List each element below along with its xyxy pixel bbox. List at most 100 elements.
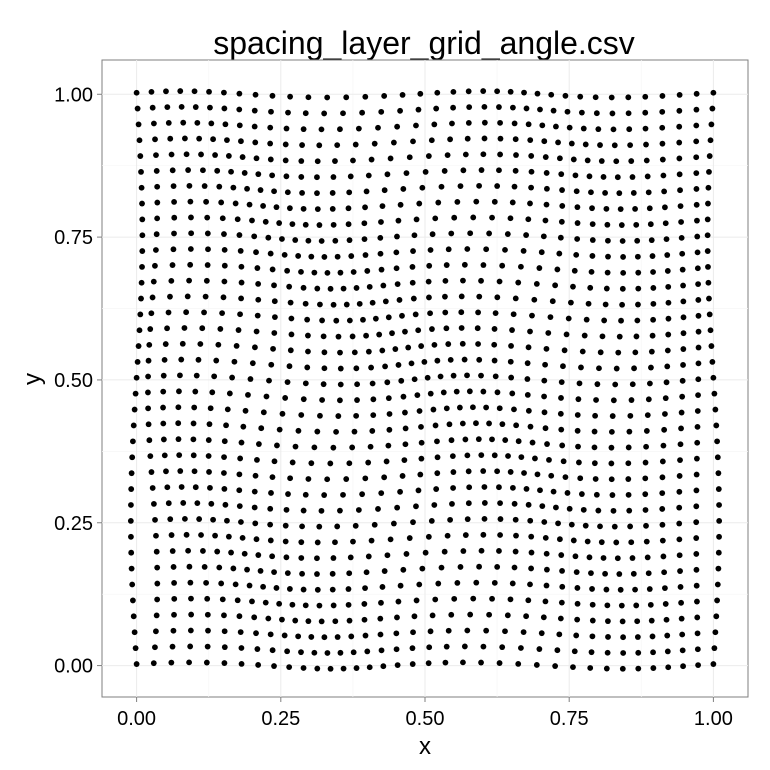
- data-point: [300, 284, 307, 291]
- data-point: [605, 618, 611, 625]
- data-point: [576, 380, 583, 387]
- data-point: [410, 629, 416, 636]
- data-point: [224, 406, 231, 413]
- data-point: [550, 488, 557, 495]
- data-point: [626, 126, 633, 133]
- data-point: [434, 357, 441, 364]
- data-point: [177, 468, 184, 474]
- data-point: [431, 502, 438, 508]
- data-point: [649, 633, 656, 640]
- data-point: [451, 214, 458, 221]
- data-point: [177, 372, 183, 379]
- data-point: [591, 460, 598, 467]
- data-point: [589, 586, 595, 592]
- data-point: [665, 299, 672, 306]
- data-point: [659, 474, 666, 481]
- data-point: [298, 539, 305, 546]
- data-point: [320, 333, 327, 340]
- data-point: [659, 458, 666, 465]
- data-point: [139, 232, 146, 239]
- data-point: [221, 644, 228, 651]
- data-point: [375, 506, 381, 512]
- data-point: [314, 586, 321, 593]
- data-point: [528, 153, 535, 159]
- data-point: [534, 471, 541, 478]
- data-point: [221, 438, 228, 445]
- data-point: [478, 372, 484, 379]
- data-point: [695, 344, 702, 351]
- data-point: [505, 453, 511, 459]
- data-point: [648, 617, 655, 624]
- data-point: [448, 437, 455, 444]
- data-point: [191, 468, 198, 475]
- data-point: [533, 662, 540, 668]
- data-point: [499, 262, 506, 269]
- data-point: [169, 548, 176, 554]
- data-point: [705, 279, 712, 286]
- data-point: [708, 343, 715, 349]
- data-point: [679, 647, 686, 654]
- data-point: [512, 295, 519, 302]
- data-point: [151, 120, 157, 127]
- data-point: [693, 138, 700, 145]
- data-point: [541, 519, 548, 525]
- data-point: [152, 644, 158, 651]
- data-point: [714, 454, 721, 461]
- data-point: [381, 93, 388, 99]
- data-point: [205, 453, 212, 459]
- data-point: [596, 365, 602, 372]
- data-point: [502, 628, 508, 635]
- data-point: [353, 665, 360, 671]
- data-point: [222, 121, 229, 128]
- data-point: [295, 427, 302, 434]
- data-point: [128, 565, 135, 572]
- data-point: [438, 564, 445, 571]
- data-point: [362, 585, 368, 591]
- data-point: [363, 188, 370, 195]
- data-point: [171, 230, 177, 237]
- data-point: [128, 549, 135, 556]
- data-point: [574, 220, 581, 226]
- data-point: [449, 453, 456, 460]
- data-point: [279, 236, 285, 242]
- data-point: [228, 168, 234, 175]
- data-point: [240, 423, 247, 430]
- data-point: [308, 460, 315, 467]
- data-point: [518, 645, 524, 651]
- data-point: [181, 325, 188, 331]
- data-point: [171, 580, 177, 586]
- y-axis-title: y: [19, 373, 46, 385]
- data-point: [642, 93, 649, 100]
- data-point: [378, 647, 385, 654]
- data-point: [267, 631, 274, 638]
- data-point: [461, 643, 468, 650]
- data-point: [704, 248, 711, 254]
- data-point: [661, 426, 668, 433]
- data-point: [150, 660, 157, 667]
- data-point: [665, 664, 672, 671]
- data-point: [402, 425, 409, 432]
- data-point: [165, 500, 172, 507]
- data-point: [133, 374, 140, 381]
- data-point: [497, 516, 504, 522]
- data-point: [148, 469, 155, 475]
- data-point: [345, 221, 352, 228]
- data-point: [269, 647, 276, 654]
- data-point: [557, 410, 564, 417]
- data-point: [287, 93, 294, 100]
- data-point: [496, 278, 503, 285]
- data-point: [187, 643, 194, 650]
- data-point: [283, 554, 290, 561]
- data-point: [491, 579, 498, 586]
- data-point: [236, 503, 243, 509]
- data-point: [494, 183, 501, 189]
- data-point: [475, 341, 481, 347]
- data-point: [678, 615, 685, 622]
- data-point: [435, 199, 442, 206]
- data-point: [311, 269, 318, 276]
- data-point: [196, 135, 203, 142]
- data-point: [650, 269, 656, 275]
- data-point: [267, 124, 274, 131]
- data-point: [417, 90, 424, 97]
- data-point: [318, 126, 325, 133]
